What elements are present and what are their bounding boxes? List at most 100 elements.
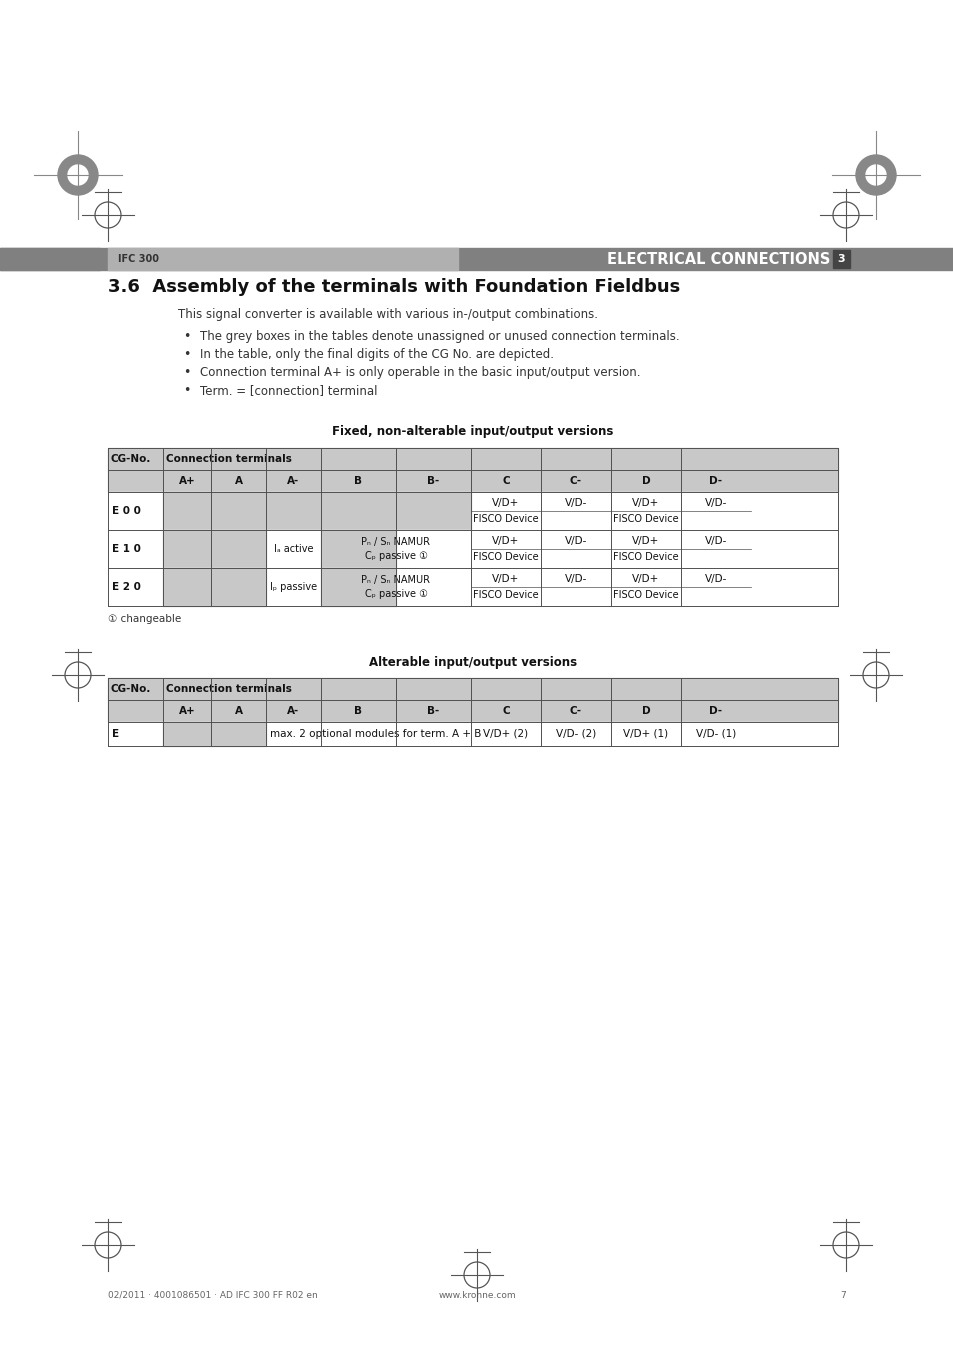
Bar xyxy=(108,470,837,491)
Text: 3: 3 xyxy=(837,254,844,265)
Bar xyxy=(163,491,211,531)
Text: E 1 0: E 1 0 xyxy=(112,544,141,554)
Text: •: • xyxy=(183,366,191,379)
Text: C: C xyxy=(501,706,509,716)
Text: •: • xyxy=(183,348,191,360)
Bar xyxy=(108,491,837,531)
Bar xyxy=(320,491,395,531)
Text: 7: 7 xyxy=(840,1291,845,1300)
Text: V/D+: V/D+ xyxy=(632,498,659,508)
Bar xyxy=(395,491,471,531)
Text: V/D+ (1): V/D+ (1) xyxy=(622,729,668,738)
Bar xyxy=(163,722,211,747)
Text: D-: D- xyxy=(709,477,721,486)
Text: V/D+ (2): V/D+ (2) xyxy=(483,729,528,738)
Text: B: B xyxy=(355,706,362,716)
Text: V/D-: V/D- xyxy=(564,536,587,545)
Text: FISCO Device: FISCO Device xyxy=(473,514,538,524)
Text: V/D-: V/D- xyxy=(704,498,726,508)
Text: V/D+: V/D+ xyxy=(632,574,659,583)
Text: 3.6  Assembly of the terminals with Foundation Fieldbus: 3.6 Assembly of the terminals with Found… xyxy=(108,278,679,296)
Text: FISCO Device: FISCO Device xyxy=(613,552,678,563)
Text: •: • xyxy=(183,329,191,343)
Text: Iₚ passive: Iₚ passive xyxy=(270,582,316,593)
Text: V/D-: V/D- xyxy=(704,574,726,583)
Text: V/D-: V/D- xyxy=(704,536,726,545)
Text: FISCO Device: FISCO Device xyxy=(613,514,678,524)
Text: B: B xyxy=(355,477,362,486)
Text: Connection terminals: Connection terminals xyxy=(166,684,292,694)
Text: E: E xyxy=(112,729,119,738)
Text: ① changeable: ① changeable xyxy=(108,614,181,624)
Circle shape xyxy=(865,165,885,185)
Text: D: D xyxy=(641,477,650,486)
Text: C-: C- xyxy=(569,706,581,716)
Text: V/D+: V/D+ xyxy=(492,498,519,508)
Text: C: C xyxy=(501,477,509,486)
Text: A: A xyxy=(234,477,242,486)
Text: Pₙ / Sₙ NAMUR: Pₙ / Sₙ NAMUR xyxy=(361,537,430,547)
Text: A+: A+ xyxy=(178,477,195,486)
Text: Connection terminal A+ is only operable in the basic input/output version.: Connection terminal A+ is only operable … xyxy=(200,366,639,379)
Text: FISCO Device: FISCO Device xyxy=(613,590,678,601)
Text: V/D+: V/D+ xyxy=(492,536,519,545)
Text: CG-No.: CG-No. xyxy=(111,454,152,464)
Text: D-: D- xyxy=(709,706,721,716)
Bar xyxy=(211,491,266,531)
Circle shape xyxy=(855,155,895,194)
Bar xyxy=(0,248,953,270)
Text: V/D+: V/D+ xyxy=(492,574,519,583)
Text: Iₐ active: Iₐ active xyxy=(274,544,313,554)
Bar xyxy=(108,248,457,270)
Text: B-: B- xyxy=(427,477,439,486)
Text: A: A xyxy=(234,706,242,716)
Text: E 0 0: E 0 0 xyxy=(112,506,141,516)
Text: Term. = [connection] terminal: Term. = [connection] terminal xyxy=(200,383,377,397)
Bar xyxy=(320,531,395,568)
Bar xyxy=(163,531,211,568)
Bar xyxy=(108,722,837,747)
Bar xyxy=(320,568,395,606)
Text: V/D- (1): V/D- (1) xyxy=(695,729,736,738)
Text: •: • xyxy=(183,383,191,397)
Text: V/D-: V/D- xyxy=(564,574,587,583)
Text: FISCO Device: FISCO Device xyxy=(473,552,538,563)
Text: V/D+: V/D+ xyxy=(632,536,659,545)
Bar xyxy=(211,531,266,568)
Text: In the table, only the final digits of the CG No. are depicted.: In the table, only the final digits of t… xyxy=(200,348,554,360)
Text: This signal converter is available with various in-/output combinations.: This signal converter is available with … xyxy=(178,308,598,321)
Bar xyxy=(211,722,266,747)
Text: 02/2011 · 4001086501 · AD IFC 300 FF R02 en: 02/2011 · 4001086501 · AD IFC 300 FF R02… xyxy=(108,1291,317,1300)
Text: Connection terminals: Connection terminals xyxy=(166,454,292,464)
Text: Cₚ passive ①: Cₚ passive ① xyxy=(364,589,427,599)
Text: D: D xyxy=(641,706,650,716)
Text: Cₚ passive ①: Cₚ passive ① xyxy=(364,551,427,560)
Text: Alterable input/output versions: Alterable input/output versions xyxy=(369,656,577,670)
Bar xyxy=(832,250,849,269)
Bar xyxy=(163,568,211,606)
Text: E 2 0: E 2 0 xyxy=(112,582,141,593)
Text: Fixed, non-alterable input/output versions: Fixed, non-alterable input/output versio… xyxy=(332,425,613,437)
Text: A-: A- xyxy=(287,477,299,486)
Bar xyxy=(211,568,266,606)
Text: The grey boxes in the tables denote unassigned or unused connection terminals.: The grey boxes in the tables denote unas… xyxy=(200,329,679,343)
Bar xyxy=(108,448,837,470)
Circle shape xyxy=(58,155,98,194)
Text: FISCO Device: FISCO Device xyxy=(473,590,538,601)
Text: C-: C- xyxy=(569,477,581,486)
Text: V/D-: V/D- xyxy=(564,498,587,508)
Text: CG-No.: CG-No. xyxy=(111,684,152,694)
Text: www.krohne.com: www.krohne.com xyxy=(437,1291,516,1300)
Text: V/D- (2): V/D- (2) xyxy=(556,729,596,738)
Circle shape xyxy=(68,165,88,185)
Bar xyxy=(108,531,837,568)
Bar xyxy=(108,568,837,606)
Text: A+: A+ xyxy=(178,706,195,716)
Bar xyxy=(108,701,837,722)
Text: Pₙ / Sₙ NAMUR: Pₙ / Sₙ NAMUR xyxy=(361,575,430,585)
Bar xyxy=(266,491,320,531)
Text: A-: A- xyxy=(287,706,299,716)
Text: ELECTRICAL CONNECTIONS: ELECTRICAL CONNECTIONS xyxy=(606,251,829,266)
Text: B-: B- xyxy=(427,706,439,716)
Bar xyxy=(0,248,100,270)
